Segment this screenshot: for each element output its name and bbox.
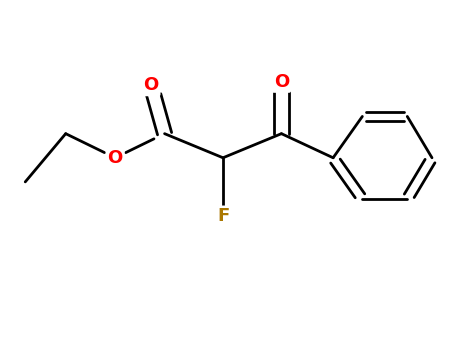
Text: O: O <box>274 73 289 91</box>
Text: O: O <box>107 149 123 167</box>
Text: F: F <box>217 207 229 225</box>
Text: O: O <box>143 76 159 94</box>
